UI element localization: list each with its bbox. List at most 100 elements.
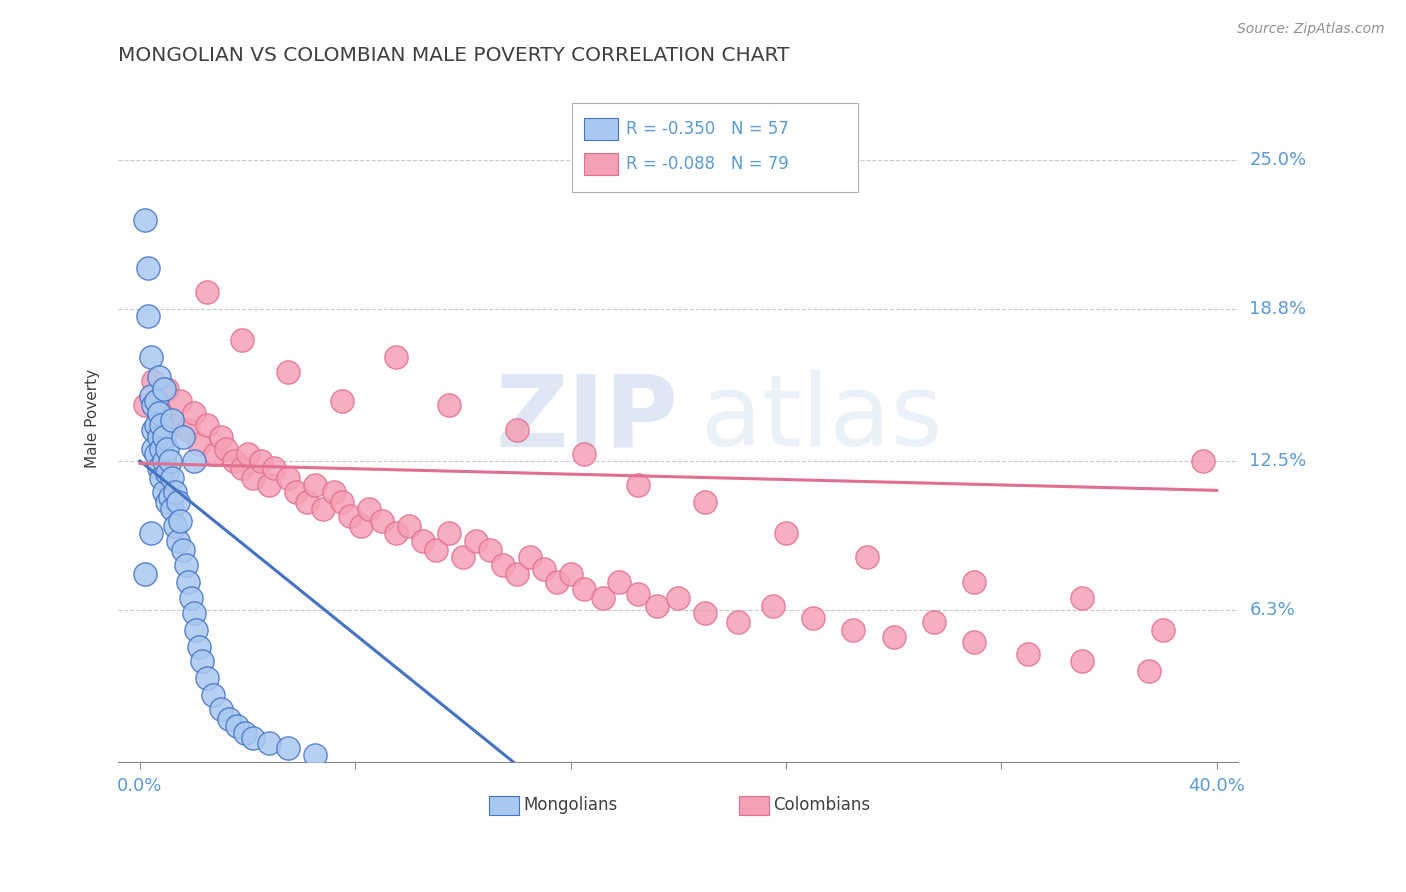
Point [231,461,253,475]
Point [761,599,783,613]
FancyBboxPatch shape [489,796,519,814]
Point [145,393,167,408]
Point [150,406,173,420]
Text: atlas: atlas [700,370,942,467]
Point [145,417,167,432]
Point [242,471,264,485]
Point [166,533,188,548]
Point [148,369,170,384]
Point [195,417,218,432]
Point [188,437,211,451]
Point [225,719,247,733]
Point [439,526,461,541]
Point [142,442,165,456]
Point [695,495,717,509]
Point [465,533,488,548]
Point [169,514,191,528]
Point [627,478,650,492]
Point [215,442,238,456]
Point [218,712,240,726]
Point [1152,623,1174,637]
Point [312,502,335,516]
Point [546,574,568,589]
Point [134,399,156,413]
Point [236,447,259,461]
Point [842,623,865,637]
Point [425,543,447,558]
Point [177,423,200,437]
Point [142,375,165,389]
Point [209,702,232,716]
Text: R = -0.350   N = 57: R = -0.350 N = 57 [626,120,789,137]
Text: Source: ZipAtlas.com: Source: ZipAtlas.com [1237,22,1385,37]
Point [163,485,186,500]
Point [160,471,183,485]
Point [451,550,474,565]
Point [242,731,264,746]
Point [150,471,173,485]
Point [330,495,353,509]
Point [384,350,406,364]
Point [963,634,986,648]
Point [883,630,905,644]
Point [153,430,176,444]
Point [627,586,650,600]
Point [159,454,181,468]
Point [330,393,353,408]
Point [572,447,595,461]
Point [412,533,434,548]
Point [163,519,186,533]
Text: MONGOLIAN VS COLOMBIAN MALE POVERTY CORRELATION CHART: MONGOLIAN VS COLOMBIAN MALE POVERTY CORR… [118,46,790,65]
Point [322,485,344,500]
Point [478,543,501,558]
Point [339,509,361,524]
Point [233,726,256,740]
Point [139,350,162,364]
Point [153,485,176,500]
Point [645,599,668,613]
Point [1071,654,1094,668]
Point [160,417,183,432]
Point [188,640,211,654]
FancyBboxPatch shape [738,796,769,814]
Point [963,574,986,589]
Point [156,382,179,396]
Point [277,365,299,379]
Point [357,502,380,516]
Point [150,442,173,456]
Point [169,393,191,408]
Point [186,623,208,637]
Text: 18.8%: 18.8% [1250,300,1306,318]
Point [592,591,614,606]
Point [560,567,582,582]
Point [156,466,179,480]
Text: 25.0%: 25.0% [1250,151,1306,169]
Point [295,495,318,509]
Point [201,688,224,702]
Text: 40.0%: 40.0% [1188,778,1246,796]
Point [257,478,280,492]
Point [775,526,797,541]
Point [160,502,183,516]
Point [801,610,824,624]
Point [439,399,461,413]
Point [156,495,179,509]
Point [183,606,205,620]
Point [492,558,515,572]
Point [166,495,188,509]
Y-axis label: Male Poverty: Male Poverty [86,369,100,468]
Point [160,413,183,427]
Point [1017,647,1039,661]
Point [855,550,877,565]
Point [519,550,541,565]
Point [922,615,945,630]
Point [136,310,159,324]
Point [533,562,555,576]
Text: 6.3%: 6.3% [1250,601,1295,619]
Point [277,740,299,755]
Point [172,543,194,558]
Point [398,519,420,533]
Point [145,447,167,461]
Point [607,574,630,589]
FancyBboxPatch shape [585,153,617,176]
